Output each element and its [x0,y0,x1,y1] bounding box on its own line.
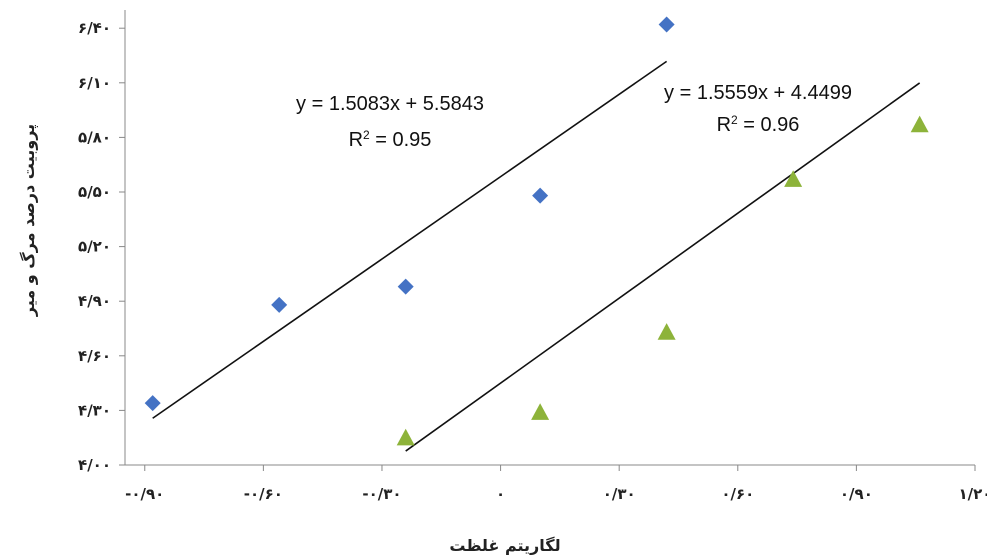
trendlines [152,60,921,452]
series-2-r2: R2 = 0.96 [717,113,800,136]
y-tick-label: ۶/۱۰ [78,74,111,92]
series-2-trendline [405,82,921,452]
y-tick-label: ۴/۶۰ [78,347,111,365]
series-2-equation: y = 1.5559x + 4.4499 [664,82,852,104]
x-tick-label: ۰/۶۰ [721,485,754,503]
y-tick-label: ۴/۰۰ [78,456,111,474]
series-2-r2-prefix: R [717,114,731,136]
y-tick-label: ۵/۵۰ [78,183,111,201]
series-1-diamond-marker [658,16,675,33]
series-1-r2-exponent: 2 [363,128,370,142]
series-1-r2: R2 = 0.95 [349,128,432,151]
y-tick-label: ۵/۸۰ [78,128,111,146]
x-tick-label: ۰/۹۰ [840,485,873,503]
x-tick-label: -۰/۶۰ [244,485,283,503]
x-tick-label: ۱/۲۰ [959,485,987,503]
series-2-triangle-marker [784,170,803,187]
series-1-diamond-marker [271,296,288,313]
series-2-triangle-marker [531,403,550,420]
series-2-triangle-marker [657,323,676,340]
x-axis-ticks: -۰/۹۰ -۰/۶۰ -۰/۳۰ ۰ ۰/۳۰ ۰/۶۰ ۰/۹۰ ۱/۲۰ [125,465,987,503]
y-tick-label: ۶/۴۰ [78,19,111,37]
series-1-r2-prefix: R [349,129,363,151]
series-1-diamond-marker [532,187,549,204]
series-1-diamond-marker [144,395,161,412]
series-2-triangle-marker [910,115,929,133]
series-1-equation: y = 1.5083x + 5.5843 [296,93,484,115]
data-markers [144,16,929,446]
y-axis-ticks: ۴/۰۰ ۴/۳۰ ۴/۶۰ ۴/۹۰ ۵/۲۰ ۵/۵۰ ۵/۸۰ ۶/۱۰ ۶/۴۰ [78,19,125,474]
x-tick-label: ۰/۳۰ [603,485,636,503]
series-2-r2-value: = 0.96 [738,114,800,136]
series-1-trendline [152,60,668,419]
y-tick-label: ۴/۹۰ [78,292,111,310]
y-axis-title: پروبیت درصد مرگ و میر [19,124,39,317]
y-tick-label: ۴/۳۰ [78,401,111,419]
series-1-r2-value: = 0.95 [370,129,432,151]
series-2-triangle-marker [396,428,415,446]
x-tick-label: -۰/۹۰ [125,485,164,503]
series-1-diamond-marker [397,278,414,295]
series-2-r2-exponent: 2 [731,113,738,127]
x-axis-title: لگاریتم غلظت [449,536,560,555]
x-tick-label: -۰/۳۰ [362,485,401,503]
x-tick-label: ۰ [496,485,505,503]
y-tick-label: ۵/۲۰ [78,238,111,256]
plot-area [124,10,975,466]
